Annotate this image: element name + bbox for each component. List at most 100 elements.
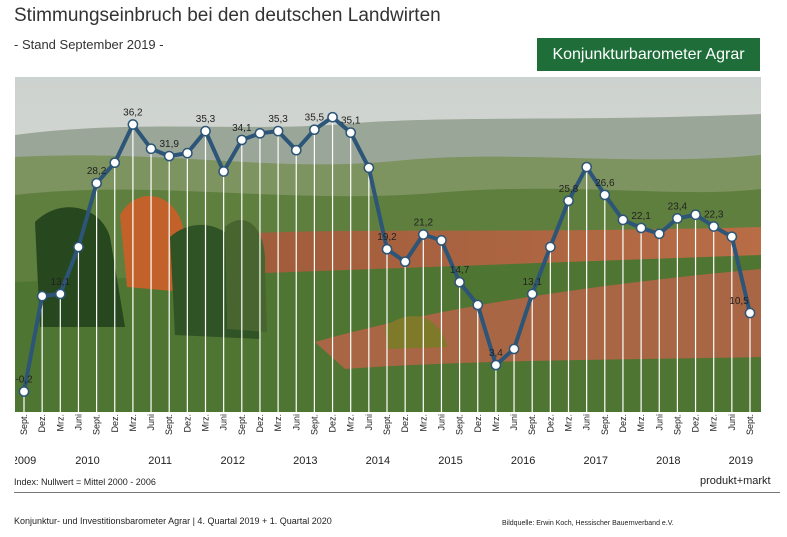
x-tick-label: Sept. [237, 414, 247, 435]
x-tick-label: Dez. [110, 414, 120, 433]
data-label: 23,4 [668, 201, 688, 212]
data-point [292, 146, 301, 155]
data-label: -0,2 [15, 374, 33, 385]
data-point [401, 257, 410, 266]
year-label: 2013 [293, 455, 317, 467]
x-tick-label: Dez. [328, 414, 338, 433]
chart-area: -0,2 13,1 28,2 36,2 31,9 35,3 34,1 35,3 35,5 35,1… [15, 77, 761, 471]
x-tick-label: Mrz. [201, 414, 211, 432]
x-tick-label: Juni [291, 414, 301, 431]
chart-title: Stimmungseinbruch bei den deutschen Land… [14, 5, 441, 27]
data-point [437, 236, 446, 245]
x-tick-label: Mrz. [636, 414, 646, 432]
x-tick-label: Sept. [600, 414, 610, 435]
data-point [582, 162, 591, 171]
data-point [637, 223, 646, 232]
data-label: 25,8 [559, 184, 579, 195]
x-tick-label: Sept. [19, 414, 29, 435]
data-point [328, 113, 337, 122]
data-label: 35,3 [268, 114, 288, 125]
x-tick-label: Juni [436, 414, 446, 431]
year-label: 2012 [220, 455, 244, 467]
data-point [110, 158, 119, 167]
x-tick-label: Juni [364, 414, 374, 431]
brand-logo: produkt+markt [700, 475, 771, 487]
x-tick-label: Mrz. [55, 414, 65, 432]
data-point [255, 129, 264, 138]
x-tick-label: Juni [582, 414, 592, 431]
data-label: 13,1 [51, 277, 71, 288]
x-tick-label: Sept. [92, 414, 102, 435]
data-label: 36,2 [123, 108, 143, 119]
data-point [38, 292, 47, 301]
year-label: 2011 [148, 455, 172, 467]
data-point [128, 120, 137, 129]
index-note: Index: Nullwert = Mittel 2000 - 2006 [14, 477, 156, 487]
year-label: 2014 [366, 455, 390, 467]
x-tick-label: Mrz. [564, 414, 574, 432]
data-point [727, 232, 736, 241]
data-point [691, 210, 700, 219]
data-point [146, 144, 155, 153]
barometer-badge: Konjunkturbarometer Agrar [537, 38, 760, 71]
data-point [364, 163, 373, 172]
data-point [165, 151, 174, 160]
x-tick-label: Dez. [691, 414, 701, 433]
data-label: 22,1 [631, 211, 651, 222]
year-label: 2010 [75, 455, 99, 467]
year-label: 2017 [583, 455, 607, 467]
year-label: 2019 [729, 455, 753, 467]
data-point [546, 242, 555, 251]
data-label: 13,1 [522, 277, 542, 288]
data-label: 34,1 [232, 123, 252, 134]
chart-subtitle: - Stand September 2019 - [14, 37, 164, 52]
x-tick-label: Dez. [545, 414, 555, 433]
data-point [237, 135, 246, 144]
data-point [19, 387, 28, 396]
x-tick-label: Mrz. [709, 414, 719, 432]
data-point [709, 222, 718, 231]
x-tick-label: Sept. [745, 414, 755, 435]
footer-divider [14, 492, 780, 493]
data-label: 10,5 [729, 296, 749, 307]
x-tick-label: Juni [509, 414, 519, 431]
data-point [745, 308, 754, 317]
data-label: 26,6 [595, 178, 615, 189]
x-tick-label: Juni [146, 414, 156, 431]
x-tick-label: Mrz. [273, 414, 283, 432]
data-point [274, 127, 283, 136]
x-tick-label: Juni [727, 414, 737, 431]
data-point [419, 230, 428, 239]
x-tick-label: Mrz. [418, 414, 428, 432]
data-point [491, 360, 500, 369]
x-tick-label: Sept. [672, 414, 682, 435]
source-line: Konjunktur- und Investitionsbarometer Ag… [14, 516, 332, 526]
data-label: 35,3 [196, 114, 216, 125]
x-tick-label: Mrz. [491, 414, 501, 432]
data-point [673, 214, 682, 223]
data-point [219, 167, 228, 176]
year-label: 2016 [511, 455, 535, 467]
data-label: 14,7 [450, 265, 470, 276]
data-label: 35,1 [341, 116, 361, 127]
x-tick-label: Sept. [527, 414, 537, 435]
data-point [183, 149, 192, 158]
x-tick-label: Dez. [37, 414, 47, 433]
data-label: 35,5 [305, 113, 325, 124]
data-point [346, 128, 355, 137]
data-point [74, 242, 83, 251]
data-point [528, 289, 537, 298]
x-tick-label: Juni [73, 414, 83, 431]
x-tick-label: Dez. [255, 414, 265, 433]
data-point [310, 125, 319, 134]
data-point [618, 215, 627, 224]
data-point [201, 127, 210, 136]
data-label: 31,9 [159, 139, 179, 150]
data-point [600, 190, 609, 199]
data-point [473, 300, 482, 309]
x-tick-label: Juni [219, 414, 229, 431]
image-credit: Bildquelle: Erwin Koch, Hessischer Bauer… [502, 520, 674, 527]
data-point [564, 196, 573, 205]
x-tick-label: Dez. [182, 414, 192, 433]
line-chart: -0,2 13,1 28,2 36,2 31,9 35,3 34,1 35,3 35,5 35,1… [15, 77, 761, 471]
